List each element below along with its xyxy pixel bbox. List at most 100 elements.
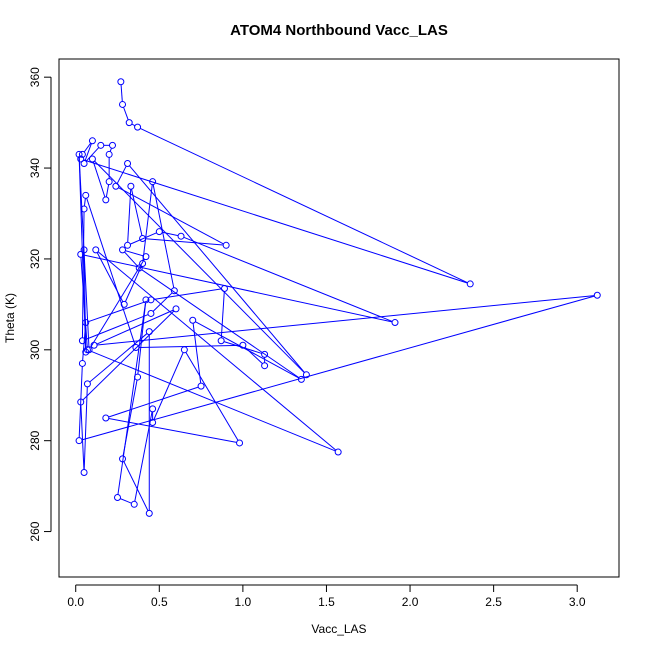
data-point [75,150,83,158]
data-point [78,359,86,367]
data-point [180,346,188,354]
data-point [88,137,96,145]
series-segment [127,189,132,243]
data-point [114,493,122,501]
series-segment [97,251,337,451]
series-segment [83,386,88,470]
x-tick-label: 2.0 [402,595,419,609]
data-point [142,253,150,261]
data-point [119,246,127,254]
x-tick-label: 2.5 [485,595,502,609]
series-segment [80,405,85,470]
series-segment [131,123,136,127]
data-point [217,337,225,345]
data-point [142,296,150,304]
x-tick-label: 1.5 [318,595,335,609]
series-segment [83,159,468,284]
data-point [334,448,342,456]
data-point [105,150,113,158]
series-segment [123,461,149,511]
data-point [145,509,153,517]
series-segment [85,147,100,162]
data-point [125,119,133,127]
series-points [75,78,601,517]
data-point [83,380,91,388]
data-point [124,241,132,249]
series-segment [192,323,202,384]
data-point [261,350,269,358]
series-segment [94,160,305,374]
series-segment [96,309,174,345]
y-tick-label: 340 [28,158,42,178]
data-point [170,287,178,295]
data-point [77,155,85,163]
data-point [145,328,153,336]
data-point [130,500,138,508]
y-tick-label: 360 [28,67,42,87]
series-segment [140,127,468,284]
data-point [78,337,86,345]
data-point [88,155,96,163]
data-point [80,468,88,476]
data-point [147,296,155,304]
series-segment [83,252,87,350]
data-point [127,182,135,190]
series-segment [142,184,153,261]
series-segment [83,198,86,207]
series-segment [162,231,179,237]
data-point [90,341,98,349]
series-segment [152,292,173,312]
data-point [261,362,269,370]
series-segment [120,498,132,504]
series-segment [108,418,237,443]
data-point [77,398,85,406]
y-tick-label: 320 [28,249,42,269]
data-point [239,341,247,349]
data-point [82,319,90,327]
data-point [97,141,105,149]
series-segment [109,147,112,152]
y-tick-label: 260 [28,521,42,541]
series-segment [134,411,153,502]
data-point [78,150,86,158]
data-point [149,178,157,186]
series-segment [152,184,175,288]
data-point [155,228,163,236]
data-point [92,246,100,254]
x-axis: 0.0 0.5 1.0 1.5 2.0 2.5 3.0 [67,584,586,609]
series-segment [137,302,147,375]
series-segment [124,251,138,267]
series-segment [78,157,87,350]
data-point [119,455,127,463]
series-segment [84,143,92,161]
data-point [222,241,230,249]
x-tick-label: 1.0 [235,595,252,609]
series-segment [145,238,224,246]
y-axis: 260 280 300 320 340 360 [28,67,52,542]
series-segment [153,288,222,300]
series-segment [90,350,336,452]
data-point [302,371,310,379]
data-point [149,419,157,427]
series-segment [105,184,110,197]
data-point [220,284,228,292]
data-point [124,160,132,168]
data-point [593,291,601,299]
data-point [105,178,113,186]
data-point [80,205,88,213]
data-point [236,439,244,447]
data-point [102,414,110,422]
data-point [134,373,142,381]
series-segment [88,300,149,323]
data-point [139,234,147,242]
series-segment [82,310,175,401]
series-segment [97,295,595,346]
data-point [117,78,125,86]
data-point [297,375,305,383]
series-segment [141,269,300,379]
data-point [82,348,90,356]
data-point [80,246,88,254]
data-point [189,316,197,324]
data-point [82,191,90,199]
